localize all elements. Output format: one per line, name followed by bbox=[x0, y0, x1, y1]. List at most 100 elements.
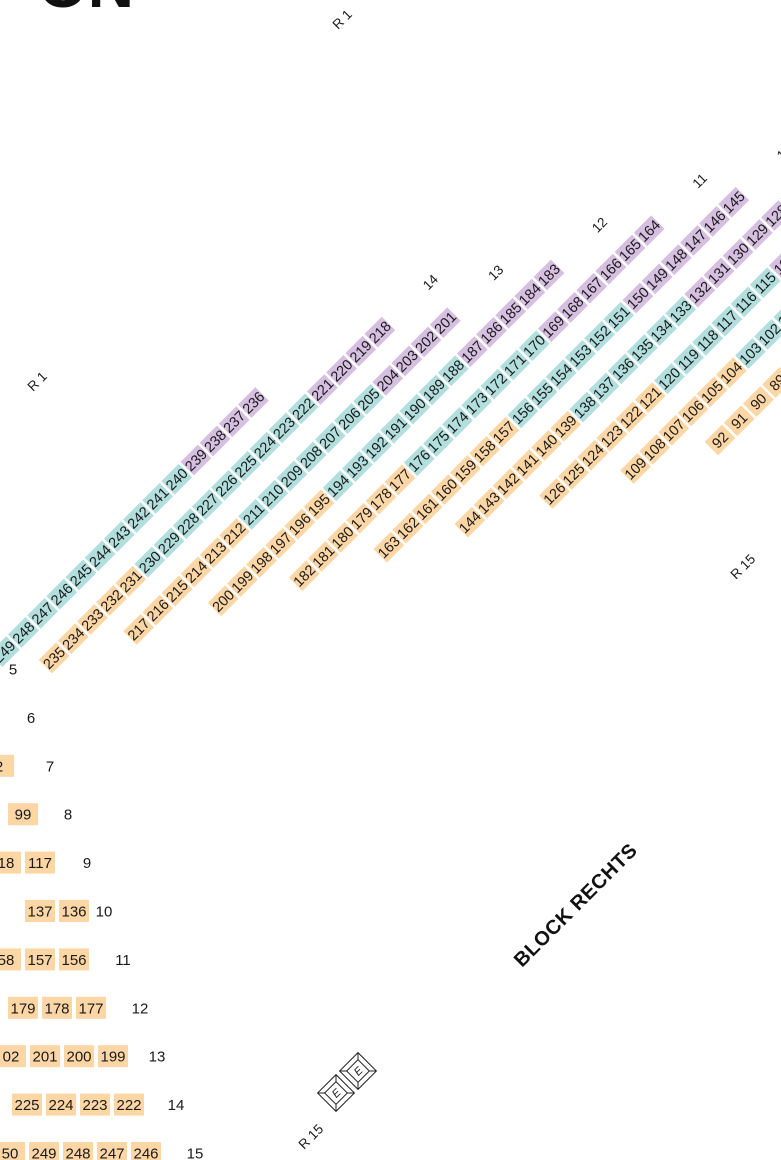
seat[interactable] bbox=[639, 433, 671, 465]
seat[interactable] bbox=[327, 522, 358, 553]
seat[interactable] bbox=[308, 541, 339, 572]
seat[interactable] bbox=[0, 851, 21, 874]
seat[interactable] bbox=[633, 215, 665, 247]
seat[interactable] bbox=[230, 450, 262, 482]
seat[interactable] bbox=[622, 282, 654, 314]
seat[interactable] bbox=[450, 455, 481, 486]
seat[interactable] bbox=[97, 1142, 127, 1160]
seat[interactable] bbox=[314, 422, 346, 454]
seat[interactable] bbox=[12, 1093, 42, 1116]
seat[interactable] bbox=[665, 295, 697, 327]
seat[interactable] bbox=[364, 316, 396, 348]
seat[interactable] bbox=[545, 359, 577, 391]
seat[interactable] bbox=[741, 219, 773, 251]
seat[interactable] bbox=[660, 244, 692, 276]
seat[interactable] bbox=[595, 253, 627, 285]
seat[interactable] bbox=[123, 613, 155, 645]
seat[interactable] bbox=[303, 489, 335, 521]
seat[interactable] bbox=[114, 1093, 144, 1116]
seat[interactable] bbox=[696, 376, 728, 408]
seat[interactable] bbox=[596, 420, 628, 452]
seat[interactable] bbox=[492, 468, 524, 500]
seat[interactable] bbox=[192, 489, 223, 520]
seat[interactable] bbox=[537, 311, 569, 342]
seat[interactable] bbox=[77, 604, 108, 635]
seat[interactable] bbox=[372, 364, 404, 396]
seat[interactable] bbox=[373, 531, 405, 563]
seat[interactable] bbox=[0, 1045, 26, 1068]
seat[interactable] bbox=[692, 324, 724, 356]
seat[interactable] bbox=[27, 597, 59, 629]
seat[interactable] bbox=[134, 546, 166, 578]
seat[interactable] bbox=[531, 430, 562, 461]
seat[interactable] bbox=[641, 263, 673, 295]
seat[interactable] bbox=[442, 407, 473, 438]
seat[interactable] bbox=[0, 1142, 25, 1160]
seat[interactable] bbox=[180, 556, 212, 588]
seat[interactable] bbox=[284, 508, 316, 540]
seat[interactable] bbox=[142, 482, 173, 514]
seat[interactable] bbox=[603, 301, 635, 333]
seat[interactable] bbox=[577, 439, 609, 471]
seat[interactable] bbox=[98, 1045, 128, 1068]
seat[interactable] bbox=[454, 506, 486, 538]
seat[interactable] bbox=[762, 367, 781, 398]
seat[interactable] bbox=[0, 754, 14, 777]
seat[interactable] bbox=[384, 464, 416, 496]
seat[interactable] bbox=[227, 566, 258, 597]
seat[interactable] bbox=[8, 996, 38, 1019]
seat[interactable] bbox=[565, 340, 596, 371]
seat[interactable] bbox=[735, 338, 766, 369]
seat[interactable] bbox=[518, 330, 550, 362]
seat[interactable] bbox=[346, 502, 378, 534]
seat[interactable] bbox=[46, 578, 78, 610]
seat[interactable] bbox=[0, 948, 21, 971]
seat[interactable] bbox=[456, 336, 488, 368]
seat[interactable] bbox=[769, 248, 781, 279]
seat[interactable] bbox=[29, 1142, 59, 1160]
seat[interactable] bbox=[161, 463, 193, 495]
seat[interactable] bbox=[218, 406, 250, 438]
seat[interactable] bbox=[539, 478, 570, 509]
seat[interactable] bbox=[153, 527, 185, 559]
seat[interactable] bbox=[430, 474, 462, 506]
seat[interactable] bbox=[576, 272, 608, 304]
seat[interactable] bbox=[42, 996, 72, 1019]
seat[interactable] bbox=[654, 363, 685, 394]
seat[interactable] bbox=[418, 374, 450, 406]
seat[interactable] bbox=[499, 349, 531, 381]
seat[interactable] bbox=[345, 335, 377, 367]
seat[interactable] bbox=[25, 948, 55, 971]
seat[interactable] bbox=[341, 451, 373, 482]
seat[interactable] bbox=[699, 206, 730, 237]
seat[interactable] bbox=[607, 353, 639, 385]
seat[interactable] bbox=[507, 397, 539, 429]
seat[interactable] bbox=[172, 508, 204, 540]
seat[interactable] bbox=[238, 498, 270, 530]
seat[interactable] bbox=[365, 483, 397, 515]
seat[interactable] bbox=[658, 414, 690, 446]
seat[interactable] bbox=[65, 559, 97, 591]
seat[interactable] bbox=[511, 449, 543, 481]
seat[interactable] bbox=[615, 401, 647, 433]
seat[interactable] bbox=[476, 317, 507, 348]
seat[interactable] bbox=[526, 378, 558, 410]
seat[interactable] bbox=[473, 487, 505, 519]
seat[interactable] bbox=[80, 1093, 110, 1116]
seat[interactable] bbox=[287, 393, 319, 425]
seat[interactable] bbox=[742, 386, 774, 418]
seat[interactable] bbox=[557, 292, 588, 323]
seat[interactable] bbox=[437, 355, 469, 387]
seat[interactable] bbox=[96, 585, 127, 616]
seat[interactable] bbox=[131, 1142, 161, 1160]
seat[interactable] bbox=[634, 382, 666, 414]
seat[interactable] bbox=[723, 405, 755, 437]
seat[interactable] bbox=[161, 575, 193, 607]
seat[interactable] bbox=[684, 276, 716, 308]
seat[interactable] bbox=[411, 493, 443, 525]
seat[interactable] bbox=[142, 594, 174, 626]
seat[interactable] bbox=[749, 267, 781, 299]
seat[interactable] bbox=[63, 1142, 93, 1160]
seat[interactable] bbox=[550, 410, 582, 442]
seat[interactable] bbox=[410, 326, 442, 358]
